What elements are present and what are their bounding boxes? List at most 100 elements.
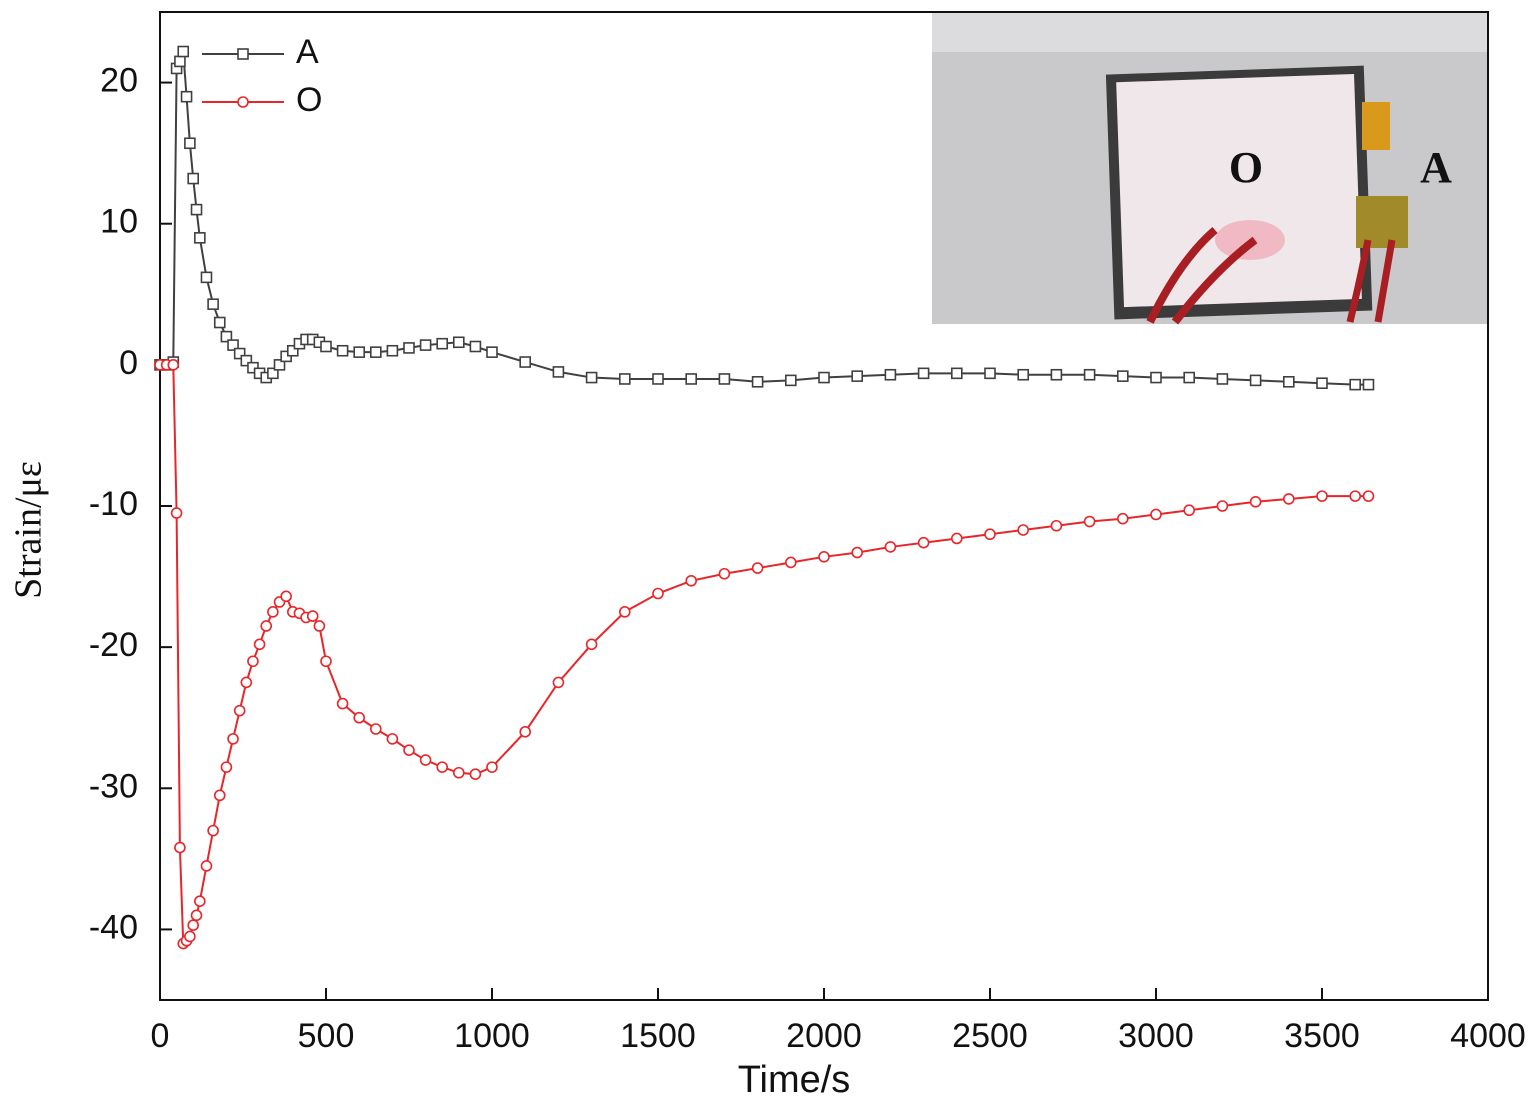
data-point bbox=[1362, 378, 1375, 391]
data-point bbox=[180, 90, 193, 103]
data-point bbox=[1083, 368, 1096, 381]
data-point bbox=[917, 367, 930, 380]
data-point bbox=[419, 339, 432, 351]
x-tick-label: 4000 bbox=[1450, 1017, 1526, 1055]
data-point bbox=[280, 590, 292, 603]
y-axis-label: Strain/με bbox=[8, 461, 50, 599]
data-point bbox=[851, 370, 864, 382]
data-point bbox=[1349, 490, 1361, 502]
photo-label: O bbox=[1229, 143, 1263, 192]
data-point bbox=[718, 567, 731, 580]
data-point bbox=[469, 768, 482, 780]
data-point bbox=[1183, 371, 1195, 384]
y-tick-label: 20 bbox=[100, 62, 138, 100]
data-point bbox=[1249, 495, 1262, 508]
data-point bbox=[170, 507, 183, 519]
data-point bbox=[784, 556, 797, 569]
data-point bbox=[884, 541, 897, 553]
data-point bbox=[227, 339, 239, 351]
data-point bbox=[353, 711, 366, 724]
x-tick-label: 1500 bbox=[620, 1017, 696, 1055]
data-point bbox=[1249, 374, 1262, 387]
data-point bbox=[174, 55, 186, 68]
data-point bbox=[267, 367, 279, 380]
data-point bbox=[386, 733, 399, 745]
x-tick-label: 3500 bbox=[1284, 1017, 1360, 1055]
data-point bbox=[984, 367, 996, 380]
data-point bbox=[353, 346, 366, 358]
data-point bbox=[194, 895, 206, 908]
data-point bbox=[917, 536, 930, 549]
x-tick-label: 2500 bbox=[952, 1017, 1028, 1055]
x-tick-label: 2000 bbox=[786, 1017, 862, 1055]
data-point bbox=[167, 359, 180, 371]
data-point bbox=[486, 346, 498, 358]
data-point bbox=[452, 766, 465, 779]
data-point bbox=[851, 546, 864, 559]
data-point bbox=[1216, 500, 1229, 512]
data-point bbox=[174, 841, 186, 854]
data-point bbox=[273, 359, 286, 371]
data-point bbox=[207, 298, 219, 310]
data-point bbox=[213, 789, 226, 802]
data-point bbox=[751, 562, 764, 574]
x-tick-label: 3000 bbox=[1118, 1017, 1194, 1055]
data-point bbox=[233, 704, 246, 717]
data-point bbox=[286, 344, 299, 357]
data-point bbox=[552, 366, 565, 378]
data-point bbox=[386, 344, 399, 357]
legend-marker bbox=[237, 48, 249, 60]
data-point bbox=[194, 232, 206, 244]
data-point bbox=[403, 342, 415, 354]
data-point bbox=[818, 551, 830, 563]
data-point bbox=[1150, 371, 1162, 384]
data-point bbox=[190, 909, 203, 922]
data-point bbox=[1283, 375, 1295, 388]
data-point bbox=[950, 532, 963, 545]
data-point bbox=[369, 346, 382, 358]
photo-label: A bbox=[1420, 143, 1452, 192]
data-point bbox=[751, 375, 764, 388]
data-point bbox=[469, 340, 482, 353]
data-point bbox=[227, 733, 239, 745]
data-point bbox=[369, 723, 382, 735]
data-point bbox=[403, 744, 415, 756]
data-point bbox=[313, 620, 326, 632]
data-point bbox=[190, 203, 203, 216]
data-point bbox=[200, 860, 213, 872]
data-point bbox=[652, 587, 664, 600]
data-point bbox=[240, 354, 253, 367]
data-point bbox=[718, 373, 731, 385]
data-point bbox=[685, 373, 698, 385]
data-point bbox=[618, 606, 631, 618]
data-point bbox=[1017, 524, 1030, 536]
data-point bbox=[320, 340, 332, 353]
x-tick-label: 1000 bbox=[454, 1017, 530, 1055]
data-point bbox=[220, 330, 233, 343]
data-point bbox=[685, 575, 698, 587]
data-point bbox=[419, 754, 432, 766]
data-point bbox=[950, 367, 963, 380]
y-tick-label: -20 bbox=[89, 626, 138, 664]
data-point bbox=[253, 638, 266, 651]
data-point bbox=[784, 374, 797, 387]
y-tick-label: 0 bbox=[119, 344, 138, 382]
data-point bbox=[336, 697, 349, 710]
data-point bbox=[1117, 370, 1129, 382]
data-point bbox=[1117, 512, 1129, 525]
legend-marker bbox=[237, 96, 249, 108]
data-point bbox=[1050, 519, 1063, 532]
data-point bbox=[1316, 377, 1328, 390]
inset-photo: O A bbox=[932, 12, 1487, 325]
data-point bbox=[884, 368, 897, 381]
data-point bbox=[336, 344, 349, 357]
data-point bbox=[187, 172, 199, 185]
data-point bbox=[306, 610, 319, 622]
y-tick-label: -30 bbox=[89, 767, 138, 805]
data-point bbox=[652, 373, 664, 385]
data-point bbox=[984, 528, 996, 541]
data-point bbox=[213, 316, 226, 329]
data-point bbox=[240, 676, 253, 689]
data-point bbox=[1050, 368, 1063, 381]
